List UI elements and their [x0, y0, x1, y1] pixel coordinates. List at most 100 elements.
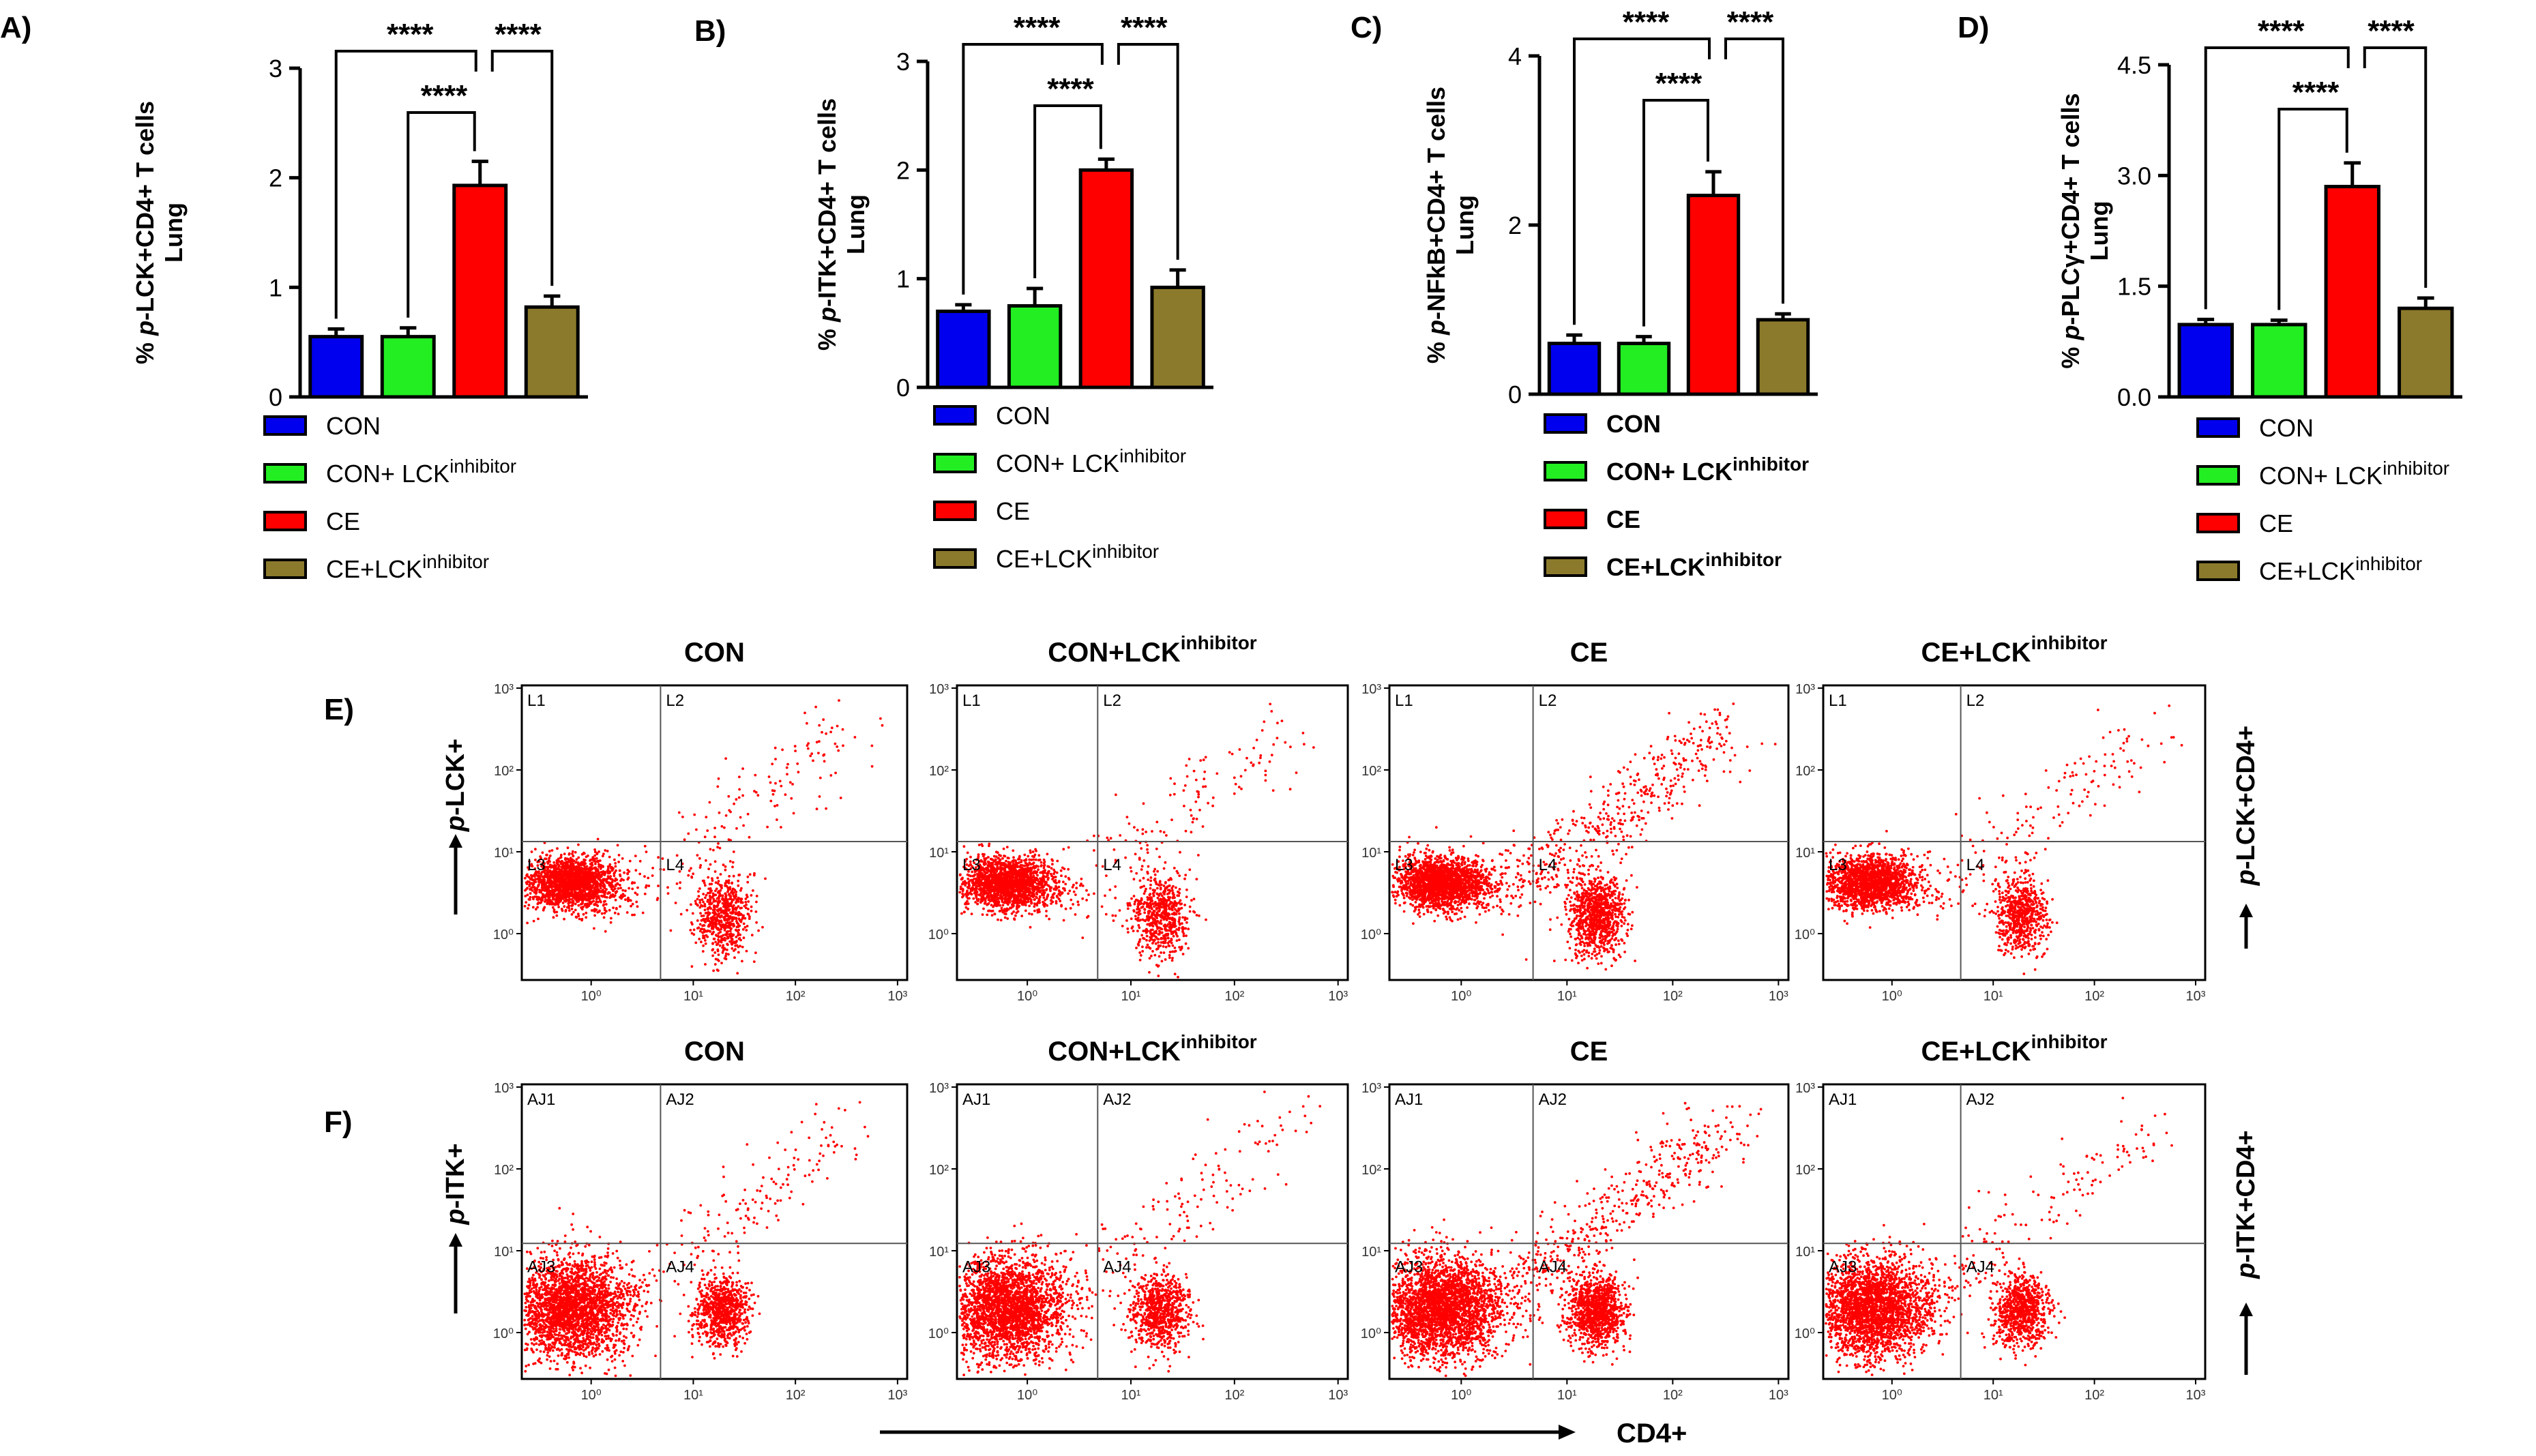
event-dot	[977, 844, 981, 846]
event-dot	[570, 890, 574, 893]
event-dot	[1155, 932, 1158, 934]
event-dot	[1033, 887, 1035, 890]
event-dot	[784, 793, 787, 797]
event-dot	[537, 901, 540, 904]
event-dot	[1033, 902, 1036, 906]
event-dot	[960, 878, 964, 880]
event-dot	[740, 913, 743, 917]
event-dot	[633, 913, 636, 917]
event-dot	[547, 859, 550, 862]
legend-entry: CE	[326, 507, 360, 535]
event-dot	[707, 898, 709, 902]
quadrant-label: L2	[666, 692, 684, 710]
event-dot	[965, 902, 968, 906]
event-dot	[994, 880, 997, 882]
event-dot	[643, 875, 646, 878]
event-dot	[1029, 880, 1032, 884]
event-dot	[730, 942, 733, 945]
event-dot	[721, 946, 724, 949]
event-dot	[785, 766, 788, 769]
event-dot	[524, 889, 527, 892]
event-dot	[731, 882, 733, 885]
event-dot	[1162, 945, 1165, 948]
event-dot	[837, 749, 840, 752]
event-dot	[990, 882, 992, 885]
event-dot	[703, 929, 706, 932]
event-dot	[1007, 897, 1010, 900]
event-dot	[1001, 857, 1004, 860]
event-dot	[588, 900, 591, 904]
event-dot	[724, 865, 727, 868]
event-dot	[578, 888, 581, 891]
event-dot	[575, 858, 578, 861]
event-dot	[617, 854, 621, 857]
event-dot	[731, 938, 734, 941]
event-dot	[1022, 893, 1025, 897]
event-dot	[737, 874, 741, 877]
event-dot	[735, 920, 738, 923]
event-dot	[608, 863, 612, 866]
event-dot	[1178, 946, 1181, 949]
event-dot	[964, 906, 968, 909]
event-dot	[666, 886, 669, 889]
event-dot	[1036, 874, 1039, 877]
event-dot	[619, 895, 621, 899]
event-dot	[1031, 912, 1033, 916]
event-dot	[987, 909, 990, 912]
event-dot	[1166, 893, 1169, 895]
event-dot	[999, 855, 1002, 857]
event-dot	[563, 888, 566, 891]
bar-ce-inhibitor	[524, 305, 580, 399]
event-dot	[1000, 867, 1003, 870]
event-dot	[980, 843, 984, 846]
y-tick-label: 4	[1508, 42, 1522, 70]
event-dot	[806, 747, 810, 750]
event-dot	[1164, 958, 1167, 961]
event-dot	[774, 758, 777, 760]
sig-stars: ****	[387, 18, 434, 51]
event-dot	[546, 861, 549, 863]
event-dot	[756, 794, 760, 797]
event-dot	[675, 882, 679, 885]
event-dot	[986, 864, 990, 867]
event-dot	[1019, 900, 1022, 903]
event-dot	[732, 887, 735, 891]
event-dot	[713, 835, 716, 839]
event-dot	[1205, 918, 1207, 921]
event-dot	[1001, 900, 1004, 904]
event-dot	[961, 895, 964, 899]
event-dot	[968, 884, 971, 887]
event-dot	[583, 871, 586, 874]
ylabel-prefix: %	[131, 336, 159, 364]
event-dot	[615, 906, 618, 910]
event-dot	[986, 860, 990, 863]
event-dot	[713, 870, 717, 873]
event-dot	[1042, 896, 1046, 900]
event-dot	[1157, 933, 1160, 936]
y-tick-label: 0.0	[2117, 383, 2151, 411]
event-dot	[697, 890, 700, 893]
event-dot	[536, 874, 539, 878]
event-dot	[979, 891, 983, 895]
event-dot	[719, 915, 722, 919]
event-dot	[1007, 871, 1010, 874]
event-dot	[534, 848, 537, 851]
event-dot	[564, 857, 567, 860]
event-dot	[703, 908, 707, 912]
event-dot	[773, 746, 777, 749]
event-dot	[1001, 887, 1004, 890]
event-dot	[556, 861, 559, 863]
event-dot	[586, 876, 589, 879]
event-dot	[810, 752, 814, 755]
event-dot	[836, 724, 839, 728]
event-dot	[728, 904, 731, 907]
event-dot	[525, 901, 528, 904]
event-dot	[712, 848, 715, 852]
event-dot	[579, 874, 583, 878]
event-dot	[997, 904, 1000, 907]
event-dot	[643, 844, 647, 848]
event-dot	[1178, 938, 1181, 941]
event-dot	[961, 892, 964, 895]
event-dot	[564, 880, 567, 883]
event-dot	[588, 872, 591, 876]
